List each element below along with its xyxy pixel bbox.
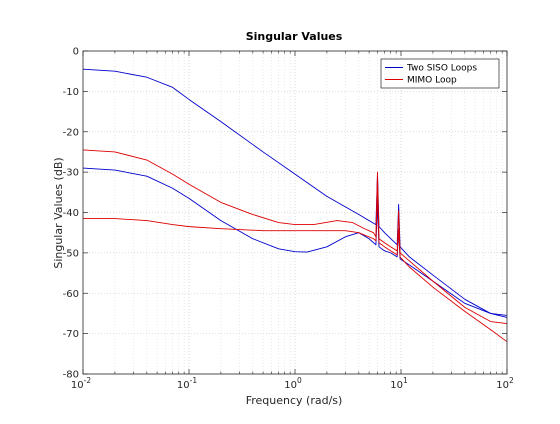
series-line-2 bbox=[82, 167, 508, 316]
grid-lines bbox=[82, 50, 507, 375]
y-tick-label: -40 bbox=[63, 208, 79, 219]
series-line-1 bbox=[82, 68, 508, 318]
legend-label: MIMO Loop bbox=[407, 76, 457, 86]
series-layer bbox=[82, 68, 508, 343]
y-tick-label: -30 bbox=[63, 168, 79, 179]
x-tick-label: 102 bbox=[496, 376, 514, 391]
y-tick-label: -80 bbox=[63, 370, 79, 381]
y-tick-label: -60 bbox=[63, 289, 79, 300]
series-line-4 bbox=[83, 191, 508, 343]
y-tick-label: -70 bbox=[63, 329, 79, 340]
legend-box bbox=[380, 58, 500, 89]
x-tick-label: 101 bbox=[390, 376, 408, 391]
y-tick-label: 0 bbox=[73, 47, 79, 58]
y-tick-label: -50 bbox=[63, 248, 79, 259]
legend: Two SISO Loops MIMO Loop bbox=[380, 58, 500, 89]
y-tick-label: -10 bbox=[63, 87, 79, 98]
y-tick-label: -20 bbox=[63, 127, 79, 138]
x-axis-label: Frequency (rad/s) bbox=[246, 394, 343, 407]
series-line-3 bbox=[82, 149, 508, 324]
axis-ticks: 10-2 10-1 100 101 1020-10-20-30-40-50-60-70-… bbox=[63, 47, 514, 392]
y-axis-label: Singular Values (dB) bbox=[52, 157, 65, 268]
legend-label: Two SISO Loops bbox=[406, 64, 477, 74]
x-tick-label: 10-1 bbox=[177, 376, 197, 391]
x-tick-label: 100 bbox=[284, 376, 302, 391]
chart-title: Singular Values bbox=[246, 30, 343, 43]
